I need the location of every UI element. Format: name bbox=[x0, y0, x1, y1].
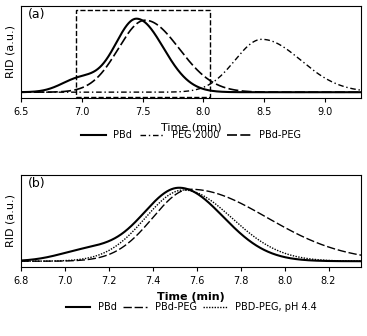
PBD-PEG, pH 4.4 bbox=[19, 259, 23, 263]
PBd bbox=[359, 259, 364, 263]
PEG 2000 bbox=[19, 90, 23, 94]
Line: PBd: PBd bbox=[21, 188, 361, 261]
PBd-PEG bbox=[359, 90, 364, 94]
PEG 2000 bbox=[359, 88, 364, 92]
Line: PEG 2000: PEG 2000 bbox=[21, 39, 361, 92]
PBd-PEG bbox=[287, 90, 291, 94]
PBD-PEG, pH 4.4 bbox=[185, 188, 189, 192]
PBd bbox=[177, 186, 181, 190]
PBd-PEG bbox=[19, 259, 23, 263]
PEG 2000 bbox=[175, 90, 180, 94]
X-axis label: Time (min): Time (min) bbox=[157, 292, 225, 302]
X-axis label: Time (min): Time (min) bbox=[161, 123, 222, 133]
PBd bbox=[175, 186, 180, 190]
PBd-PEG bbox=[188, 187, 192, 191]
PBd-PEG bbox=[19, 90, 23, 94]
PEG 2000 bbox=[287, 49, 291, 53]
PBd-PEG bbox=[349, 251, 354, 255]
Y-axis label: RID (a.u.): RID (a.u.) bbox=[6, 25, 15, 78]
PBd-PEG bbox=[175, 45, 180, 49]
PBd-PEG bbox=[175, 191, 180, 195]
PBd bbox=[185, 78, 189, 82]
PBd-PEG bbox=[349, 90, 354, 94]
PBD-PEG, pH 4.4 bbox=[181, 188, 186, 192]
PBd-PEG bbox=[287, 228, 291, 232]
Text: (a): (a) bbox=[28, 8, 46, 21]
PBd bbox=[36, 257, 41, 261]
PBd-PEG bbox=[349, 90, 354, 94]
PBD-PEG, pH 4.4 bbox=[36, 259, 41, 263]
Line: PBD-PEG, pH 4.4: PBD-PEG, pH 4.4 bbox=[21, 190, 361, 261]
PBD-PEG, pH 4.4 bbox=[359, 259, 364, 263]
PBd-PEG bbox=[349, 251, 354, 255]
PBD-PEG, pH 4.4 bbox=[287, 253, 291, 257]
PBd bbox=[185, 187, 189, 191]
PBd bbox=[287, 90, 291, 94]
PBD-PEG, pH 4.4 bbox=[349, 259, 354, 263]
Text: (b): (b) bbox=[28, 177, 46, 191]
PBd bbox=[359, 90, 364, 94]
PBd-PEG bbox=[36, 259, 41, 263]
PBd bbox=[134, 17, 139, 21]
PEG 2000 bbox=[349, 87, 354, 91]
PBD-PEG, pH 4.4 bbox=[175, 189, 180, 193]
PBd bbox=[175, 68, 180, 72]
PEG 2000 bbox=[259, 37, 264, 41]
PBd-PEG bbox=[143, 18, 147, 22]
PBd bbox=[19, 258, 23, 262]
Y-axis label: RID (a.u.): RID (a.u.) bbox=[6, 194, 15, 247]
PEG 2000 bbox=[36, 90, 41, 94]
PBd bbox=[287, 256, 291, 260]
Line: PBd: PBd bbox=[21, 19, 361, 92]
PBd-PEG bbox=[184, 187, 189, 192]
PBd-PEG bbox=[185, 56, 189, 60]
PEG 2000 bbox=[184, 89, 189, 93]
PBd bbox=[349, 90, 354, 94]
Legend: PBd, PEG 2000, PBd-PEG: PBd, PEG 2000, PBd-PEG bbox=[77, 126, 305, 144]
Line: PBd-PEG: PBd-PEG bbox=[21, 20, 361, 92]
PBd-PEG bbox=[359, 253, 364, 257]
PBd bbox=[349, 259, 354, 263]
PBd bbox=[349, 259, 354, 263]
PBd-PEG bbox=[36, 90, 41, 94]
Legend: PBd, PBd-PEG, PBD-PEG, pH 4.4: PBd, PBd-PEG, PBD-PEG, pH 4.4 bbox=[62, 298, 320, 316]
PBd bbox=[349, 90, 354, 94]
PBd bbox=[19, 90, 23, 94]
PBd bbox=[36, 89, 41, 93]
Line: PBd-PEG: PBd-PEG bbox=[21, 189, 361, 261]
PEG 2000 bbox=[349, 86, 354, 90]
PBD-PEG, pH 4.4 bbox=[349, 259, 354, 263]
